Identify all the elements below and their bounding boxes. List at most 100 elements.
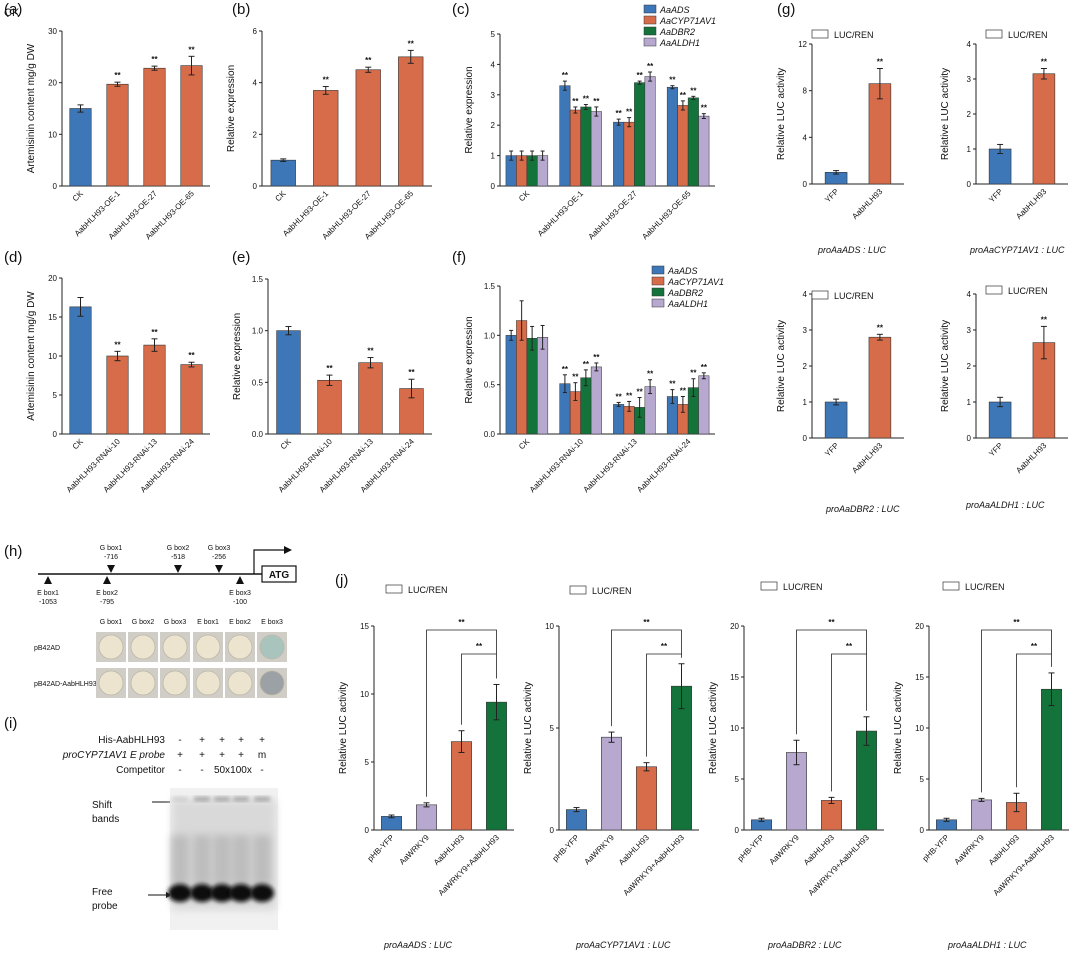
lane-smear: [171, 835, 189, 885]
shift-bands-label: Shift: [92, 800, 112, 811]
shift-band: [194, 797, 210, 801]
legend-swatch-j4: [942, 581, 960, 591]
x-tick-label-b: AabHLH93-OE-1: [281, 189, 331, 239]
g-box-marker: [174, 565, 182, 573]
significance-label-e: **: [367, 347, 374, 356]
legend-swatch-f: [651, 265, 665, 275]
x-tick-label-j3: AabHLH93: [802, 833, 836, 867]
legend-swatch-f: [651, 298, 665, 308]
legend-label-c: AaCYP71AV1: [659, 16, 716, 26]
bar-j3: [821, 800, 842, 831]
emsa-lane-mark: +: [219, 735, 225, 746]
legend-label-c: AaALDH1: [659, 38, 700, 48]
y-axis-title-j2: Relative LUC activity: [523, 682, 534, 774]
legend-label-g2: LUC/REN: [1008, 30, 1048, 40]
bar-c-AaALDH1: [698, 115, 710, 187]
significance-label-g4: **: [1041, 315, 1048, 324]
y-axis-title-j1: Relative LUC activity: [338, 682, 349, 774]
y1h-column-label: G box1: [100, 619, 123, 626]
yeast-colony: [259, 670, 285, 696]
x-tick-label-c: AabHLH93-OE-27: [587, 189, 640, 242]
x-tick-label-g1: YFP: [823, 187, 840, 204]
bar-j4: [1041, 688, 1062, 831]
significance-label-d: **: [151, 328, 158, 337]
significance-label-f: **: [626, 391, 633, 400]
y-tick-label-g2: 4: [967, 40, 972, 49]
y-tick-label-g4: 1: [967, 398, 972, 407]
x-tick-label-j3: AaWRKY9+AabHLH93: [807, 833, 872, 898]
emsa-lane-mark: +: [238, 750, 244, 761]
e-box-marker: [236, 576, 244, 584]
y-tick-label-j1: 10: [360, 690, 369, 699]
y-tick-label-j2: 0: [550, 826, 555, 835]
chart-b: (b) 0 2 4 6 Relative expression CKAabHLH93-OE-…: [226, 1, 432, 241]
shift-band: [233, 797, 249, 801]
y-tick-label-c: 4: [491, 60, 496, 69]
significance-label-f: **: [616, 392, 623, 401]
y-tick-label-j2: 5: [550, 724, 555, 733]
y-tick-label-j3: 20: [730, 622, 739, 631]
bar-g4: [988, 401, 1012, 439]
emsa-lane-mark: +: [238, 735, 244, 746]
significance-label-e: **: [408, 368, 415, 377]
bar-f-AaALDH1: [590, 366, 602, 435]
bar-c-AaALDH1: [590, 111, 602, 187]
emsa-lane-mark: 100x: [230, 765, 252, 776]
yeast-colony: [130, 634, 156, 660]
y-tick-label-g3: 2: [803, 362, 808, 371]
x-tick-label-f: AabHLH93-RNAi-10: [528, 437, 586, 495]
y-tick-label-c: 1: [491, 152, 496, 161]
y-axis-title-b: Relative expression: [226, 65, 237, 152]
y-axis-title-g1: Relative LUC activity: [776, 68, 787, 160]
y-tick-label-c: 2: [491, 121, 496, 130]
significance-label-g3: **: [877, 323, 884, 332]
tss-arrowhead: [284, 546, 292, 554]
significance-label-g1: **: [877, 58, 884, 67]
bar-c-AaALDH1: [644, 76, 656, 187]
y-tick-label-d: 15: [48, 313, 57, 322]
lane-smear: [232, 835, 250, 885]
bracket-outer-j4: [981, 629, 1052, 793]
y-tick-label-c: 3: [491, 91, 496, 100]
bracket-label-j3: **: [846, 642, 853, 651]
significance-label-c: **: [593, 97, 600, 106]
chart-j2: 0 5 10 Relative LUC activity pHB-YFP AaWRKY9 A…: [523, 585, 699, 950]
emsa-lane-mark: m: [258, 750, 266, 761]
legend-label-g3: LUC/REN: [834, 291, 874, 301]
y1h-column-label: E box1: [197, 619, 219, 626]
bar-c-AaADS: [559, 85, 571, 187]
y-tick-label-j2: 10: [545, 622, 554, 631]
promoter-caption-j1: proAaADS : LUC: [383, 940, 453, 950]
y-tick-label-g2: 1: [967, 145, 972, 154]
bar-d: [69, 306, 92, 435]
bracket-label-j1: **: [458, 618, 465, 627]
significance-label-f: **: [572, 373, 579, 382]
legend-label-g1: LUC/REN: [834, 30, 874, 40]
legend-swatch-c: [643, 26, 657, 36]
significance-label-a: **: [151, 55, 158, 64]
emsa-lane-mark: +: [199, 750, 205, 761]
y-tick-label-g2: 3: [967, 75, 972, 84]
y-axis-title-g4: Relative LUC activity: [940, 320, 951, 412]
free-probe-band: [190, 884, 214, 902]
bracket-outer-j2: [611, 629, 682, 727]
y-axis-title-a: Artemisinin content mg/g DW: [26, 43, 37, 173]
emsa-lane-mark: -: [178, 735, 181, 746]
significance-label-d: **: [188, 351, 195, 360]
chart-g3: 0 1 2 3 4 Relative LUC activity YFP AabHLH93 ** L…: [776, 290, 904, 514]
bar-j1: [381, 816, 402, 831]
emsa-lane-mark: 50x: [214, 765, 230, 776]
y-axis-title-c: Relative expression: [464, 66, 475, 153]
y-tick-label-f: 1.0: [484, 331, 496, 340]
bar-e: [317, 379, 342, 435]
x-tick-label-c: AabHLH93-OE-65: [640, 189, 693, 242]
legend-swatch-j3: [760, 581, 778, 591]
y-tick-label-f: 0.5: [484, 381, 496, 390]
e-box-position: -795: [100, 599, 114, 606]
y-tick-label-f: 1.5: [484, 282, 496, 291]
emsa-lane-mark: -: [200, 765, 203, 776]
bar-c-AaDBR2: [580, 106, 592, 187]
